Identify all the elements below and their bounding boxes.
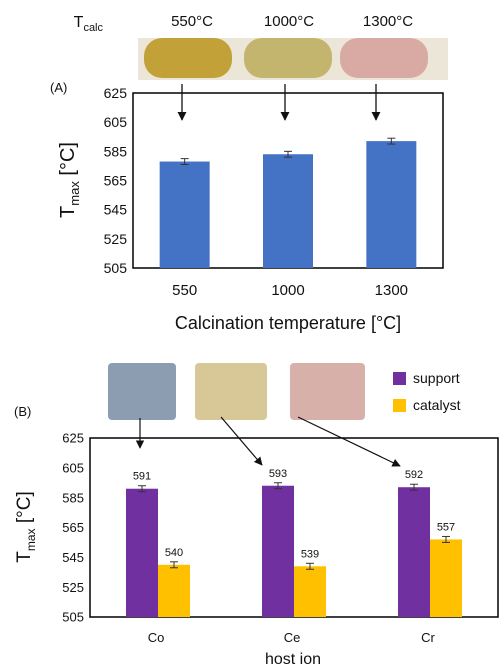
sample-photo-cr <box>290 363 365 420</box>
panel-b: (B) support catalyst 505 525 545 565 585 605 6… <box>14 363 499 668</box>
y-tick-label: 565 <box>104 173 128 189</box>
legend-swatch-catalyst <box>393 399 406 412</box>
tcalc-value-1300: 1300°C <box>363 13 413 30</box>
panel-label-b: (B) <box>14 404 31 419</box>
data-label-co-support: 591 <box>133 471 151 483</box>
photo-arrows-a <box>177 84 381 121</box>
bar-1300 <box>366 141 417 268</box>
data-label-ce-catalyst: 539 <box>301 548 319 560</box>
y-tick-label: 605 <box>62 461 84 476</box>
x-tick-label-1000: 1000 <box>271 282 304 299</box>
bar-550 <box>159 161 210 268</box>
sample-photo-strip-b <box>108 363 365 420</box>
x-ticks-a: 550 1000 1300 <box>172 282 408 299</box>
y-axis-label-b: Tmax [°C] <box>14 491 38 562</box>
data-label-co-catalyst: 540 <box>165 547 183 559</box>
y-tick-label: 545 <box>62 550 84 565</box>
photo-arrow <box>220 416 263 466</box>
y-tick-label: 505 <box>62 610 84 625</box>
x-tick-label-co: Co <box>148 630 165 645</box>
sample-photo-1000 <box>244 38 332 78</box>
x-tick-label-cr: Cr <box>421 630 435 645</box>
bar-cr-catalyst <box>430 539 462 617</box>
y-axis-label-a: Tmax [°C] <box>57 142 82 218</box>
y-tick-label: 525 <box>62 580 84 595</box>
y-tick-label: 545 <box>104 202 128 218</box>
sample-photo-co <box>108 363 176 420</box>
photo-arrows-b <box>135 416 401 467</box>
x-tick-label-ce: Ce <box>284 630 301 645</box>
y-tick-label: 625 <box>104 85 128 101</box>
legend-label-catalyst: catalyst <box>413 397 461 413</box>
sample-photo-ce <box>195 363 267 420</box>
bars-b: 591 540 593 539 592 557 <box>126 468 462 617</box>
sample-photo-1300 <box>340 38 428 78</box>
x-axis-label-b: host ion <box>265 651 321 668</box>
y-tick-label: 605 <box>104 114 128 130</box>
panel-a: Tcalc 550°C 1000°C 1300°C (A) 5055255455… <box>50 13 448 333</box>
bar-ce-support <box>262 485 294 617</box>
bar-co-catalyst <box>158 564 190 617</box>
y-ticks-a: 505 525 545 565 585 605 625 <box>104 85 128 276</box>
bar-cr-support <box>398 487 430 617</box>
bar-1000 <box>263 154 313 268</box>
panel-label-a: (A) <box>50 80 67 95</box>
legend-label-support: support <box>413 370 460 386</box>
sample-photo-550 <box>144 38 232 78</box>
tcalc-value-550: 550°C <box>171 13 213 30</box>
sample-photo-strip-a <box>138 38 448 80</box>
data-label-cr-catalyst: 557 <box>437 521 455 533</box>
y-tick-label: 565 <box>62 520 84 535</box>
legend-swatch-support <box>393 372 406 385</box>
y-tick-label: 625 <box>62 431 84 446</box>
legend: support catalyst <box>393 370 461 413</box>
bar-ce-catalyst <box>294 566 326 617</box>
x-tick-label-550: 550 <box>172 282 197 299</box>
y-tick-label: 585 <box>62 490 84 505</box>
x-ticks-b: Co Ce Cr <box>148 630 436 645</box>
tcalc-label: Tcalc <box>74 14 104 34</box>
bar-co-support <box>126 488 158 617</box>
tcalc-value-1000: 1000°C <box>264 13 314 30</box>
y-tick-label: 525 <box>104 231 128 247</box>
bars-a <box>159 137 417 268</box>
y-tick-label: 585 <box>104 143 128 159</box>
x-axis-label-a: Calcination temperature [°C] <box>175 313 401 333</box>
y-ticks-b: 505 525 545 565 585 605 625 <box>62 431 84 625</box>
x-tick-label-1300: 1300 <box>375 282 408 299</box>
y-tick-label: 505 <box>104 260 128 276</box>
photo-arrow <box>297 416 401 467</box>
data-label-ce-support: 593 <box>269 468 287 480</box>
data-label-cr-support: 592 <box>405 469 423 481</box>
